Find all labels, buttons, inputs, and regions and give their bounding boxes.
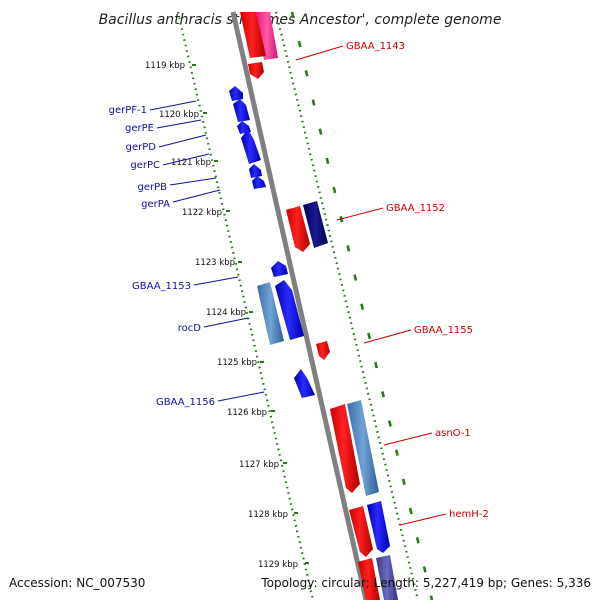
leader-gbaa-1153 — [193, 276, 239, 286]
right-outer-border — [274, 11, 420, 600]
leader-gerpa — [172, 189, 221, 203]
tick-label: 1120 kbp — [159, 110, 199, 120]
label-gbaa-1143[interactable]: GBAA_1143 — [346, 41, 405, 52]
scale-tick-1119: 1119 kbp — [145, 61, 196, 71]
label-gerpa[interactable]: gerPA — [141, 199, 170, 210]
label-hemh-2[interactable]: hemH-2 — [449, 509, 489, 520]
gene-gerpc[interactable] — [241, 129, 261, 164]
scale-tick-1122: 1122 kbp — [182, 208, 230, 218]
tick-label: 1119 kbp — [145, 61, 185, 71]
reverse-gene-labels: GBAA_1143 GBAA_1152 GBAA_1155 asnO-1 hem… — [295, 41, 489, 526]
tick-label: 1125 kbp — [217, 358, 257, 368]
scale-tick-1127: 1127 kbp — [239, 460, 287, 470]
gene-gerpa[interactable] — [252, 176, 266, 189]
tick-label: 1126 kbp — [227, 408, 267, 418]
forward-gene-labels: gerPF-1 gerPE gerPD gerPC gerPB gerPA GB… — [109, 100, 265, 408]
label-gerpf-1[interactable]: gerPF-1 — [109, 105, 147, 116]
scale-tick-1129: 1129 kbp — [258, 560, 309, 570]
leader-rocd — [203, 317, 249, 328]
leader-gerpe — [156, 119, 202, 129]
tick-label: 1124 kbp — [206, 308, 246, 318]
accession-text: Accession: NC_007530 — [9, 576, 145, 590]
gene-gbaa-1152[interactable] — [286, 206, 310, 252]
leader-gerpc — [162, 153, 210, 166]
topology-text: Topology: circular; Length: 5,227,419 bp… — [260, 576, 591, 590]
leader-gbaa-1143 — [295, 45, 344, 61]
leader-gbaa-1156 — [217, 391, 265, 402]
leader-hemh-2 — [399, 513, 447, 526]
tick-label: 1127 kbp — [239, 460, 279, 470]
leader-gerpd — [158, 134, 207, 148]
leader-gerpb — [169, 177, 217, 186]
scale-tick-1128: 1128 kbp — [248, 510, 298, 520]
label-gbaa-1152[interactable]: GBAA_1152 — [386, 203, 445, 214]
tick-label: 1128 kbp — [248, 510, 288, 520]
tick-label: 1129 kbp — [258, 560, 298, 570]
right-inner-tick-line — [290, 11, 434, 600]
gene-gbaa-1152-partner[interactable] — [303, 201, 328, 248]
gene-gerpb[interactable] — [249, 164, 262, 178]
gene-rocd[interactable] — [275, 280, 304, 340]
gene-top-red-a[interactable] — [240, 12, 266, 58]
tick-label: 1121 kbp — [171, 158, 211, 168]
label-rocd[interactable]: rocD — [178, 323, 202, 334]
label-asno-1[interactable]: asnO-1 — [435, 428, 471, 439]
label-gbaa-1155[interactable]: GBAA_1155 — [414, 325, 473, 336]
scale-tick-1121: 1121 kbp — [171, 158, 218, 168]
label-gerpe[interactable]: gerPE — [125, 123, 154, 134]
scale-tick-1123: 1123 kbp — [195, 258, 242, 268]
label-gerpd[interactable]: gerPD — [126, 142, 157, 153]
gene-gbaa-1156[interactable] — [294, 369, 315, 398]
label-gerpc[interactable]: gerPC — [130, 160, 160, 171]
sequence-backbone — [230, 11, 369, 600]
map-title: Bacillus anthracis str. 'Ames Ancestor',… — [99, 12, 502, 28]
leader-gbaa-1152 — [336, 207, 384, 221]
gene-asno-1-partner[interactable] — [347, 400, 379, 496]
label-gerpb[interactable]: gerPB — [137, 182, 167, 193]
tick-label: 1123 kbp — [195, 258, 235, 268]
gene-bottom-red[interactable] — [358, 558, 380, 600]
tick-label: 1122 kbp — [182, 208, 222, 218]
gene-bottom-purple[interactable] — [376, 555, 398, 600]
leader-gerpf-1 — [149, 100, 197, 111]
scale-ticks: 1119 kbp 1120 kbp 1121 kbp 1122 kbp 1123… — [145, 61, 309, 570]
gene-gbaa-1155[interactable] — [316, 341, 330, 360]
gene-gbaa-1143[interactable] — [248, 62, 264, 79]
leader-asno-1 — [383, 432, 433, 446]
gene-gerpf-1[interactable] — [229, 86, 243, 101]
gene-asno-1[interactable] — [330, 404, 360, 493]
scale-tick-1124: 1124 kbp — [206, 308, 253, 318]
label-gbaa-1156[interactable]: GBAA_1156 — [156, 397, 215, 408]
track-borders — [176, 11, 434, 600]
gene-gerpe[interactable] — [233, 99, 250, 122]
reverse-strand-features — [240, 12, 398, 600]
gene-top-pink[interactable] — [256, 12, 278, 60]
gene-gbaa-1153[interactable] — [271, 261, 288, 277]
scale-tick-1126: 1126 kbp — [227, 408, 275, 418]
scale-tick-1125: 1125 kbp — [217, 358, 264, 368]
gene-hemh-2[interactable] — [349, 506, 373, 557]
label-gbaa-1153[interactable]: GBAA_1153 — [132, 281, 191, 292]
gene-hemh-2-partner[interactable] — [367, 501, 390, 553]
gene-rocd-partner[interactable] — [257, 282, 284, 345]
leader-gbaa-1155 — [363, 329, 412, 344]
scale-tick-1120: 1120 kbp — [159, 110, 207, 120]
forward-strand-features — [229, 86, 315, 398]
